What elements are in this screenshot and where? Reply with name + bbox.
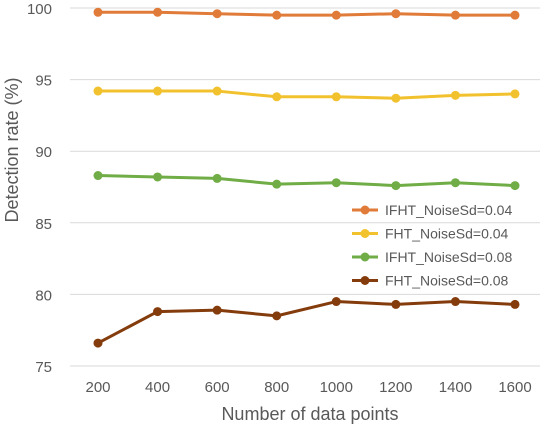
- legend-item-1: FHT_NoiseSd=0.04: [352, 226, 509, 242]
- data-point-3-1: [153, 307, 163, 317]
- series-1: [93, 86, 520, 103]
- data-point-0-2: [212, 9, 222, 19]
- x-axis-ticks: 200 400 600 800 1000 1200 1400 1600: [85, 379, 531, 396]
- legend-item-2: IFHT_NoiseSd=0.08: [352, 249, 512, 265]
- data-point-0-5: [391, 9, 401, 19]
- legend-swatch-marker-3: [360, 276, 370, 285]
- series-0: [93, 7, 520, 20]
- legend-label-3: FHT_NoiseSd=0.08: [385, 273, 509, 289]
- data-point-1-3: [272, 92, 282, 102]
- data-point-0-1: [153, 7, 163, 17]
- x-tick-label-400: 400: [145, 379, 170, 396]
- y-tick-label-85: 85: [35, 216, 52, 233]
- data-point-3-2: [212, 305, 222, 315]
- data-point-1-1: [153, 86, 163, 96]
- y-axis-ticks: 75 80 85 90 95 100: [27, 1, 52, 376]
- y-tick-label-80: 80: [35, 287, 52, 304]
- data-point-2-6: [450, 178, 460, 188]
- series-line-3: [97, 300, 516, 345]
- x-tick-label-1200: 1200: [379, 379, 412, 396]
- data-point-2-4: [331, 178, 341, 188]
- x-tick-label-600: 600: [205, 379, 230, 396]
- legend-item-0: IFHT_NoiseSd=0.04: [352, 202, 512, 218]
- legend: IFHT_NoiseSd=0.04 FHT_NoiseSd=0.04 IFHT_No…: [352, 202, 512, 289]
- data-point-1-4: [331, 92, 341, 102]
- data-point-2-1: [153, 172, 163, 182]
- y-tick-label-75: 75: [35, 359, 52, 376]
- data-point-1-6: [450, 90, 460, 100]
- x-tick-label-1600: 1600: [498, 379, 531, 396]
- data-point-2-3: [272, 179, 282, 189]
- legend-swatch-marker-1: [360, 229, 370, 238]
- data-point-1-5: [391, 93, 401, 103]
- series-group: [93, 7, 520, 348]
- data-point-1-7: [510, 89, 520, 99]
- y-tick-label-100: 100: [27, 1, 52, 18]
- data-point-3-3: [272, 311, 282, 321]
- legend-label-1: FHT_NoiseSd=0.04: [385, 226, 509, 242]
- data-point-2-0: [93, 171, 103, 181]
- data-point-2-2: [212, 173, 222, 183]
- grid-lines: [70, 7, 540, 367]
- series-line-1: [98, 89, 516, 100]
- data-point-0-4: [331, 10, 341, 20]
- data-point-1-2: [212, 86, 222, 96]
- data-point-2-7: [510, 181, 520, 191]
- data-point-3-0: [93, 338, 103, 348]
- y-tick-label-95: 95: [35, 73, 52, 90]
- data-point-3-4: [331, 297, 341, 307]
- data-point-0-0: [93, 7, 103, 17]
- x-tick-label-1400: 1400: [439, 379, 472, 396]
- legend-swatch-marker-2: [360, 252, 370, 262]
- x-tick-label-200: 200: [85, 379, 110, 396]
- legend-item-3: FHT_NoiseSd=0.08: [352, 273, 509, 289]
- x-axis-label: Number of data points: [221, 404, 398, 424]
- series-2: [93, 171, 520, 191]
- legend-label-2: IFHT_NoiseSd=0.08: [385, 249, 512, 265]
- data-point-0-6: [450, 10, 460, 20]
- data-point-3-6: [450, 297, 460, 307]
- legend-swatch-marker-0: [360, 205, 370, 215]
- data-point-3-7: [510, 299, 520, 309]
- data-point-2-5: [391, 181, 401, 191]
- series-line-2: [97, 174, 516, 188]
- data-point-1-0: [93, 86, 103, 96]
- series-3: [93, 297, 520, 348]
- data-point-3-5: [391, 299, 401, 309]
- legend-label-0: IFHT_NoiseSd=0.04: [385, 202, 512, 218]
- x-tick-label-1000: 1000: [320, 379, 353, 396]
- series-line-0: [98, 10, 515, 17]
- y-tick-label-90: 90: [35, 144, 52, 161]
- x-tick-label-800: 800: [264, 379, 289, 396]
- data-point-0-7: [510, 10, 520, 20]
- y-axis-label: Detection rate (%): [2, 77, 22, 222]
- data-point-0-3: [272, 10, 282, 20]
